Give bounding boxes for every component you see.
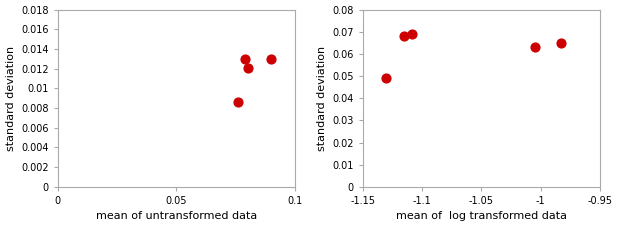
Point (266, 57, 276, 61)
Point (556, 41, 565, 45)
Point (407, 32, 417, 36)
Point (233, 100, 243, 104)
Y-axis label: standard deviation: standard deviation (6, 46, 15, 151)
Point (381, 76, 391, 80)
Point (399, 34, 409, 38)
Point (304, 59, 314, 63)
Point (240, 57, 250, 61)
Point (243, 66, 253, 69)
Y-axis label: standard deviation: standard deviation (316, 46, 326, 151)
X-axis label: mean of  log transformed data: mean of log transformed data (396, 211, 567, 222)
Point (297, 27, 307, 31)
X-axis label: mean of untransformed data: mean of untransformed data (96, 211, 257, 222)
Point (530, 45, 540, 49)
